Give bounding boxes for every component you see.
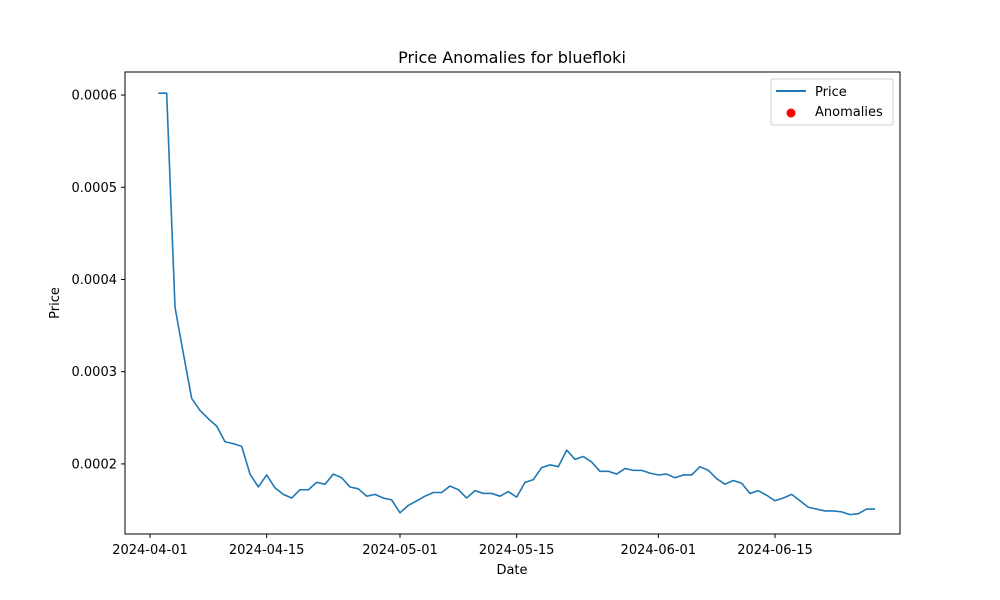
y-axis-label: Price [48, 287, 63, 319]
x-axis: 2024-04-01 2024-04-15 2024-05-01 2024-05-15… [112, 534, 813, 558]
plot-area [124, 71, 901, 535]
chart-title: Price Anomalies for bluefloki [398, 48, 626, 67]
legend-anomalies-label: Anomalies [815, 105, 883, 120]
x-tick-label: 2024-05-01 [362, 543, 438, 558]
legend-price-label: Price [815, 85, 847, 100]
y-tick-label: 0.0003 [72, 365, 118, 380]
x-tick-label: 2024-06-15 [737, 543, 813, 558]
x-tick-label: 2024-04-01 [112, 543, 188, 558]
y-axis: 0.0002 0.0003 0.0004 0.0005 0.0006 [72, 89, 125, 472]
price-series-line [158, 92, 875, 516]
y-tick-label: 0.0002 [72, 457, 118, 472]
y-tick-label: 0.0005 [72, 181, 118, 196]
plot-frame [124, 71, 901, 535]
legend-anomalies-marker [786, 108, 796, 118]
legend: Price Anomalies [770, 78, 894, 126]
x-tick-label: 2024-04-15 [229, 543, 305, 558]
y-tick-label: 0.0006 [72, 89, 118, 104]
x-tick-label: 2024-05-15 [479, 543, 555, 558]
x-tick-label: 2024-06-01 [621, 543, 697, 558]
x-axis-label: Date [496, 563, 527, 578]
y-tick-label: 0.0004 [72, 273, 118, 288]
